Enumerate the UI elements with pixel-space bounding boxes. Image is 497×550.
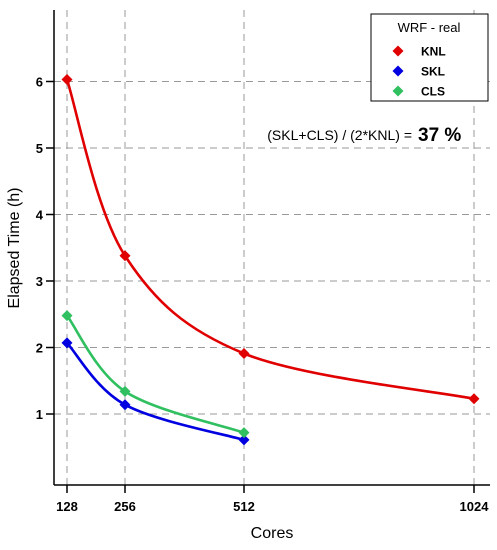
data-point-skl [61, 337, 73, 349]
x-ticks: 128 256 512 1024 [56, 485, 489, 514]
legend-label-cls: CLS [421, 85, 445, 99]
x-tick-label: 1024 [460, 499, 490, 514]
data-point-skl [238, 434, 250, 446]
y-tick-label: 5 [36, 141, 43, 156]
legend-title: WRF - real [398, 20, 461, 35]
data-point-skl [119, 399, 131, 411]
data-point-knl [61, 74, 73, 86]
data-point-knl [119, 250, 131, 262]
y-tick-label: 3 [36, 274, 43, 289]
y-tick-label: 6 [36, 75, 43, 90]
annotation-formula: (SKL+CLS) / (2*KNL) = [267, 127, 412, 143]
legend-marker-knl [392, 45, 404, 57]
legend-marker-skl [392, 65, 404, 77]
axes [53, 10, 490, 486]
data-point-cls [61, 310, 73, 322]
y-tick-label: 4 [36, 208, 44, 223]
legend-label-skl: SKL [421, 65, 445, 79]
y-tick-label: 1 [36, 407, 43, 422]
grid-lines [54, 10, 490, 485]
series-line-cls [65, 314, 245, 434]
x-tick-label: 128 [56, 499, 78, 514]
series-line-knl [65, 79, 475, 400]
data-point-cls [238, 427, 250, 439]
data-point-knl [238, 347, 250, 359]
annotation-value: 37 % [418, 125, 461, 146]
data-point-knl [468, 393, 480, 405]
data-point-cls [119, 385, 131, 397]
legend-items: KNL SKL CLS [392, 45, 446, 99]
x-tick-label: 256 [114, 499, 136, 514]
legend-marker-cls [392, 85, 404, 97]
series-group [61, 74, 480, 446]
y-ticks: 1 2 3 4 5 6 [36, 75, 54, 422]
x-tick-label: 512 [233, 499, 255, 514]
legend-label-knl: KNL [421, 45, 446, 59]
annotation: (SKL+CLS) / (2*KNL) = 37 % [267, 125, 461, 146]
y-tick-label: 2 [36, 341, 43, 356]
x-axis-title: Cores [251, 525, 294, 542]
legend-box [370, 13, 489, 102]
legend: WRF - real KNL SKL CLS [370, 13, 489, 102]
y-axis-title: Elapsed Time (h) [6, 188, 23, 309]
